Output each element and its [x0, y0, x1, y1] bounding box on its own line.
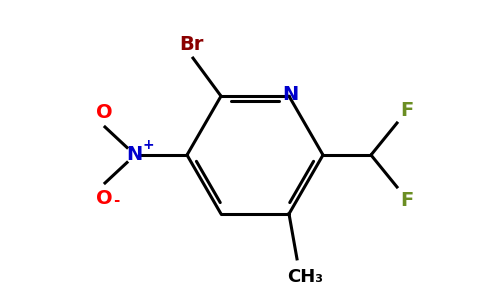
- Text: -: -: [113, 194, 119, 208]
- Text: N: N: [126, 146, 142, 164]
- Text: F: F: [400, 100, 414, 119]
- Text: CH₃: CH₃: [287, 268, 323, 286]
- Text: F: F: [400, 190, 414, 209]
- Text: O: O: [96, 188, 112, 208]
- Text: O: O: [96, 103, 112, 122]
- Text: Br: Br: [179, 34, 203, 54]
- Text: +: +: [142, 138, 154, 152]
- Text: N: N: [282, 85, 298, 104]
